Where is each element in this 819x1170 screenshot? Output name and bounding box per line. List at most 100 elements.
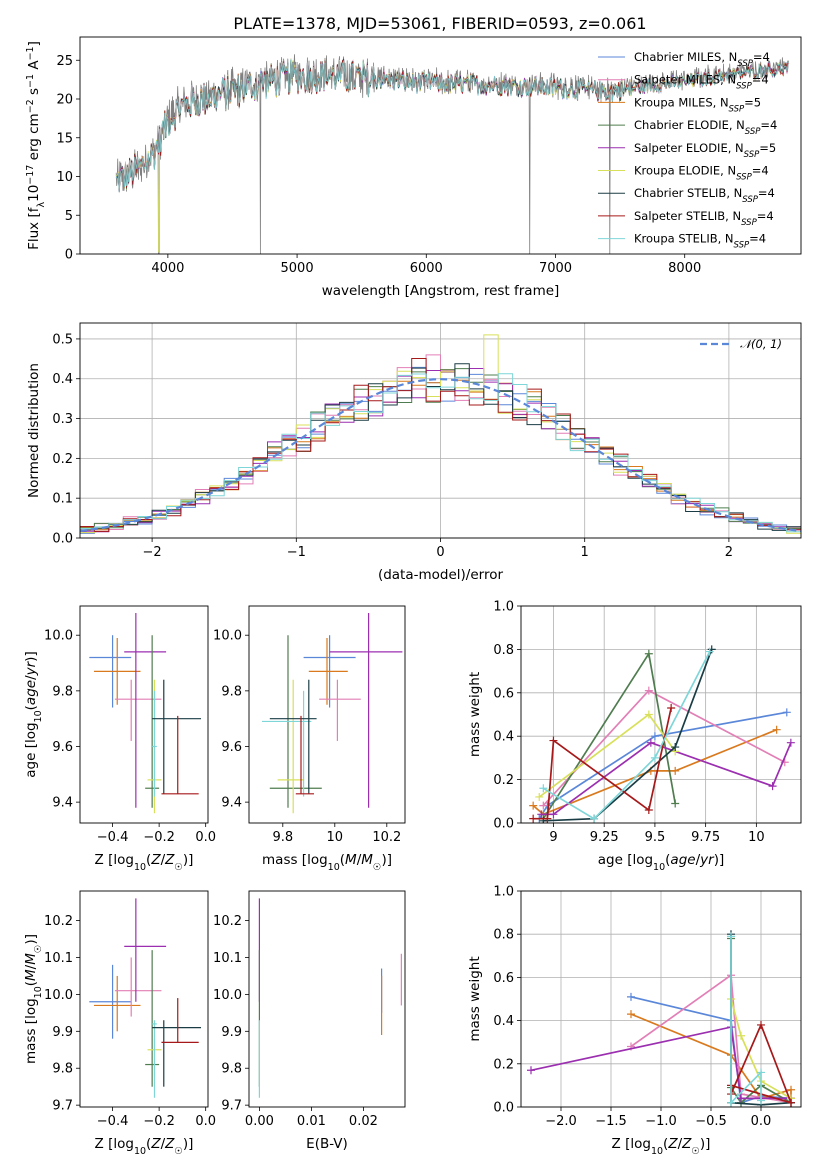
label-part: M [361,852,373,868]
label-part: A [26,60,42,74]
y-tick-label: 0 [65,248,73,263]
legend-val: =4 [752,164,769,178]
y-tick-label: 10.0 [213,629,242,644]
label-part: 10 [134,862,146,873]
legend-text: Salpeter STELIB, N [634,209,741,223]
x-tick-label: 0.0 [195,830,216,845]
legend-sub: SSP [742,195,758,205]
legend-label: Kroupa STELIB, NSSP=4 [634,232,766,251]
label-part: −1 [25,46,36,60]
weight-series-line [543,649,713,822]
x-tick-label: 9 [549,830,557,845]
age_vs_Z-frame [79,605,209,824]
label-part: age [log [23,722,39,777]
legend-text: Chabrier ELODIE, N [634,118,745,132]
legend-val: =4 [753,50,770,64]
legend-sub: SSP [741,218,757,228]
label-part: / [678,1136,683,1152]
gaussian-curve [80,378,801,533]
label-part: age [670,852,695,868]
weight-point-marker [549,736,558,745]
label-part: ( [146,1136,151,1152]
y-tick-label: 10.0 [213,988,242,1003]
hist-step-line [80,373,801,533]
legend-val: =4 [757,209,774,223]
y-tick-label: 0.5 [52,332,73,347]
weight-point-marker [782,708,791,717]
gaussian-legend-label: 𝒩(0, 1) [740,337,782,351]
label-part: ] [26,41,42,46]
legend-val: =5 [744,95,761,109]
weight-point-marker [786,738,795,747]
legend-label: Salpeter ELODIE, NSSP=5 [634,141,776,160]
y-tick-label: 10.1 [44,951,73,966]
y-tick-label: 0.4 [493,1014,514,1029]
mass_vs_Z-points [89,898,202,1098]
weight-point-marker [644,805,653,814]
label-part: age [23,680,39,705]
label-part: yr [699,852,715,868]
label-part: s [26,88,42,99]
legend-sub: SSP [734,241,750,251]
y-tick-label: 0.0 [493,1101,514,1116]
legend-text: Salpeter ELODIE, N [634,141,744,155]
label-part: age [log [598,852,653,868]
legend-text: Salpeter MILES, N [634,73,736,87]
spectrum-series [115,54,789,254]
y-tick-label: 10.1 [213,951,242,966]
label-part: Z [164,852,175,868]
label-part: ☉ [691,1146,700,1157]
label-part: / [696,852,701,868]
label-part: erg cm [26,113,42,164]
y-tick-label: 5 [65,209,73,224]
label-part: E(B-V) [306,1136,348,1152]
label-part: / [161,1136,166,1152]
figure-title: PLATE=1378, MJD=53061, FIBERID=0593, z=0… [233,14,646,33]
label-part: 10 [134,1146,146,1157]
spectrum-frame [79,36,802,255]
age_vs_mass-axes: 9.8 10 10.2 9.4 9.6 9.8 10.0 [213,629,401,845]
label-part: −17 [25,165,36,185]
age_vs_Z-points [89,612,202,814]
legend-text: Kroupa ELODIE, N [634,164,736,178]
legend-label: Kroupa MILES, NSSP=5 [634,95,761,114]
weight-point-marker [549,810,558,819]
label-part: ( [665,852,670,868]
y-tick-label: 0.8 [493,928,514,943]
label-part: ( [146,852,151,868]
label-part: )] [183,852,194,868]
label-part: Z [log [95,1136,134,1152]
y-tick-label: 9.4 [221,796,242,811]
label-part: M [23,953,39,965]
y-tick-label: 0.4 [52,372,73,387]
weight-point-marker [671,743,680,752]
label-part: yr [23,660,39,676]
label-part: ☉ [174,862,183,873]
mass_vs_Z-ylabel: mass [log10(M/M☉)] [23,934,44,1064]
x-tick-label: 2 [725,545,733,560]
y-tick-label: 9.9 [52,1025,73,1040]
y-tick-label: 0.2 [493,773,514,788]
weight-point-marker [529,814,538,823]
spectrum-xlabel: wavelength [Angstrom, rest frame] [322,283,560,299]
label-part: )] [183,1136,194,1152]
weight-point-marker [539,784,548,793]
weight-point-marker [772,725,781,734]
label-part: 10 [26,185,42,202]
label-part: )] [714,852,725,868]
x-tick-label: −1 [287,545,306,560]
y-tick-label: 9.6 [52,740,73,755]
legend-label: Chabrier ELODIE, NSSP=4 [634,118,777,137]
label-part: 10 [33,710,44,722]
label-part: ( [340,852,345,868]
weight_vs_Z-xlabel: Z [log10(Z/Z☉)] [612,1136,711,1157]
label-part: Z [164,1136,175,1152]
y-tick-label: 10.0 [44,629,73,644]
y-tick-label: 9.7 [221,1099,242,1114]
weight-point-marker [527,1066,535,1075]
mass_vs_ebv-frame [248,890,406,1108]
y-tick-label: 0.6 [493,686,514,701]
label-part: )] [23,651,39,662]
x-tick-label: 6000 [410,261,443,276]
y-tick-label: 0.1 [52,492,73,507]
